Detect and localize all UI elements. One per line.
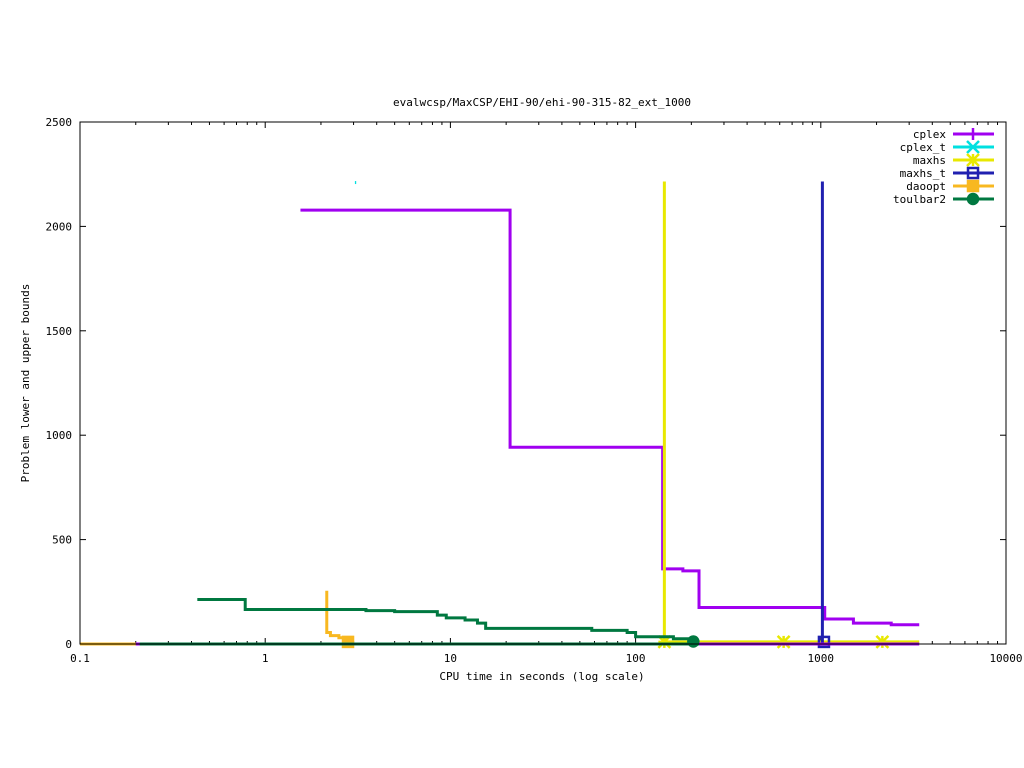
legend-marker-maxhs bbox=[966, 153, 980, 167]
y-tick-label: 1500 bbox=[46, 325, 73, 338]
legend-label-cplex: cplex bbox=[913, 128, 946, 141]
x-tick-label: 0.1 bbox=[70, 652, 90, 665]
data-point-daoopt bbox=[341, 635, 355, 649]
y-tick-label: 1000 bbox=[46, 429, 73, 442]
y-tick-label: 2000 bbox=[46, 220, 73, 233]
x-tick-label: 100 bbox=[626, 652, 646, 665]
series-line-cplex bbox=[300, 208, 920, 627]
chart-title: evalwcsp/MaxCSP/EHI-90/ehi-90-315-82_ext… bbox=[393, 96, 691, 109]
x-tick-label: 1 bbox=[262, 652, 269, 665]
legend-marker-toulbar2 bbox=[966, 192, 980, 206]
plot-frame bbox=[79, 121, 1007, 645]
series-line-maxhs_t bbox=[820, 181, 829, 646]
legend-label-toulbar2: toulbar2 bbox=[893, 193, 946, 206]
axis-ticks: 0.1 1 10 100 1000 10000 0 500 1000 1500 2000 2500 bbox=[46, 116, 1023, 665]
x-tick-label: 10 bbox=[444, 652, 457, 665]
data-point-maxhs_t bbox=[817, 635, 831, 649]
y-axis-label: Problem lower and upper bounds bbox=[19, 284, 32, 483]
legend-label-daoopt: daoopt bbox=[906, 180, 946, 193]
legend-marker-daoopt bbox=[966, 179, 980, 193]
x-axis-label: CPU time in seconds (log scale) bbox=[439, 670, 644, 683]
legend-marker-cplex_t bbox=[966, 140, 980, 154]
y-tick-label: 500 bbox=[52, 534, 72, 547]
legend-marker-cplex bbox=[967, 128, 979, 140]
legend-label-cplex_t: cplex_t bbox=[900, 141, 946, 154]
legend-marker-maxhs_t bbox=[966, 166, 980, 180]
data-point-maxhs bbox=[776, 635, 791, 649]
legend-label-maxhs: maxhs bbox=[913, 154, 946, 167]
series-layer bbox=[80, 181, 920, 649]
legend-label-maxhs_t: maxhs_t bbox=[900, 167, 946, 180]
series-line-daoopt bbox=[325, 590, 353, 642]
series-line-toulbar2 bbox=[197, 598, 695, 642]
x-tick-label: 1000 bbox=[808, 652, 835, 665]
y-tick-label: 0 bbox=[65, 638, 72, 651]
series-line-maxhs bbox=[662, 181, 920, 646]
data-point-maxhs bbox=[875, 635, 890, 649]
x-tick-label: 10000 bbox=[989, 652, 1022, 665]
y-tick-label: 2500 bbox=[46, 116, 73, 129]
